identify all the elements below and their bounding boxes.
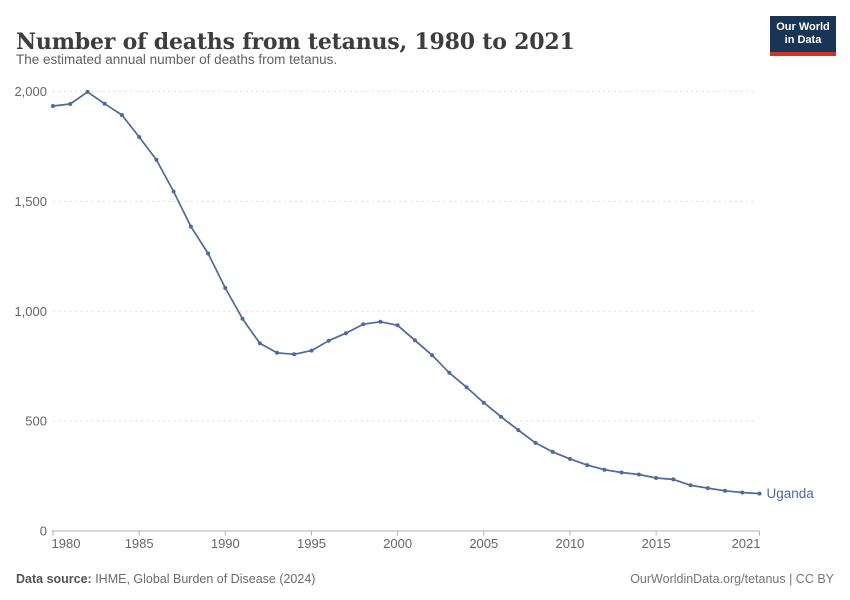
data-point-2003[interactable] — [447, 370, 452, 375]
x-axis: 1980 1985 1990 1995 2000 2005 2010 2015 2021 — [51, 530, 761, 551]
data-point-2000[interactable] — [395, 323, 400, 328]
data-point-1989[interactable] — [206, 251, 211, 256]
data-point-2008[interactable] — [533, 440, 538, 445]
data-point-1996[interactable] — [326, 338, 331, 343]
data-point-2021[interactable] — [757, 491, 762, 496]
data-point-1998[interactable] — [361, 322, 366, 327]
data-point-1997[interactable] — [343, 331, 348, 336]
data-source-label: Data source: — [16, 572, 92, 586]
data-source-note: Data source: IHME, Global Burden of Dise… — [16, 572, 315, 586]
y-gridlines — [53, 91, 755, 422]
data-point-1983[interactable] — [102, 101, 107, 106]
x-tick-label-1990: 1990 — [211, 536, 240, 551]
data-point-1980[interactable] — [51, 104, 55, 108]
x-tick-label-1995: 1995 — [297, 536, 326, 551]
x-tick-label-1985: 1985 — [125, 536, 154, 551]
data-point-2012[interactable] — [602, 467, 607, 472]
data-point-1993[interactable] — [275, 350, 279, 355]
data-point-1990[interactable] — [223, 286, 228, 290]
data-point-2019[interactable] — [723, 488, 727, 493]
data-point-2001[interactable] — [412, 338, 417, 343]
data-points-uganda[interactable] — [51, 89, 762, 496]
data-point-2002[interactable] — [430, 353, 435, 358]
data-point-2013[interactable] — [619, 470, 624, 475]
x-tick-label-2015: 2015 — [642, 536, 671, 551]
owid-logo[interactable]: Our World in Data — [770, 16, 836, 56]
data-point-2007[interactable] — [516, 428, 521, 433]
data-point-2006[interactable] — [499, 414, 503, 419]
x-tick-label-2005: 2005 — [469, 536, 498, 551]
y-tick-label-2000: 2,000 — [14, 84, 47, 99]
y-axis-labels: 0 500 1,000 1,500 2,000 — [14, 84, 47, 539]
y-tick-label-500: 500 — [25, 414, 47, 429]
y-tick-label-0: 0 — [40, 524, 47, 539]
data-point-2005[interactable] — [481, 400, 486, 405]
chart-subtitle: The estimated annual number of deaths fr… — [16, 52, 338, 67]
data-point-1995[interactable] — [309, 348, 314, 353]
data-point-1985[interactable] — [137, 135, 142, 139]
x-tick-label-1980: 1980 — [52, 536, 81, 551]
x-tick-label-2021: 2021 — [732, 536, 761, 551]
data-point-1981[interactable] — [68, 102, 73, 106]
data-point-1987[interactable] — [171, 189, 176, 194]
data-source-text: IHME, Global Burden of Disease (2024) — [91, 572, 316, 586]
owid-logo-line1: Our World — [776, 20, 830, 33]
x-tick-label-2010: 2010 — [555, 536, 584, 551]
data-point-2015[interactable] — [654, 476, 659, 480]
y-tick-label-1000: 1,000 — [14, 304, 47, 319]
data-point-2009[interactable] — [550, 449, 555, 454]
data-point-2011[interactable] — [585, 463, 590, 468]
data-point-2018[interactable] — [705, 486, 710, 491]
data-point-2014[interactable] — [636, 472, 641, 477]
data-point-1994[interactable] — [292, 352, 297, 357]
data-point-1988[interactable] — [188, 224, 193, 229]
data-point-1986[interactable] — [154, 157, 159, 162]
license-credit[interactable]: OurWorldinData.org/tetanus | CC BY — [630, 572, 834, 586]
data-point-1982[interactable] — [85, 89, 90, 94]
chart-footer: Data source: IHME, Global Burden of Dise… — [16, 572, 834, 586]
data-point-2010[interactable] — [568, 456, 572, 461]
data-point-2020[interactable] — [740, 490, 745, 495]
data-point-2016[interactable] — [671, 477, 676, 482]
chart-title: Number of deaths from tetanus, 1980 to 2… — [16, 28, 575, 55]
owid-logo-line2: in Data — [784, 34, 822, 46]
data-line-uganda[interactable] — [52, 91, 761, 495]
data-point-1992[interactable] — [257, 341, 262, 346]
data-point-1999[interactable] — [378, 319, 383, 324]
y-tick-label-1500: 1,500 — [14, 194, 47, 209]
x-tick-label-2000: 2000 — [383, 536, 412, 551]
data-point-1984[interactable] — [119, 113, 124, 117]
data-point-2004[interactable] — [464, 385, 469, 390]
series-end-label-uganda[interactable]: Uganda — [767, 486, 815, 501]
data-point-1991[interactable] — [240, 316, 245, 321]
data-point-2017[interactable] — [688, 483, 693, 488]
